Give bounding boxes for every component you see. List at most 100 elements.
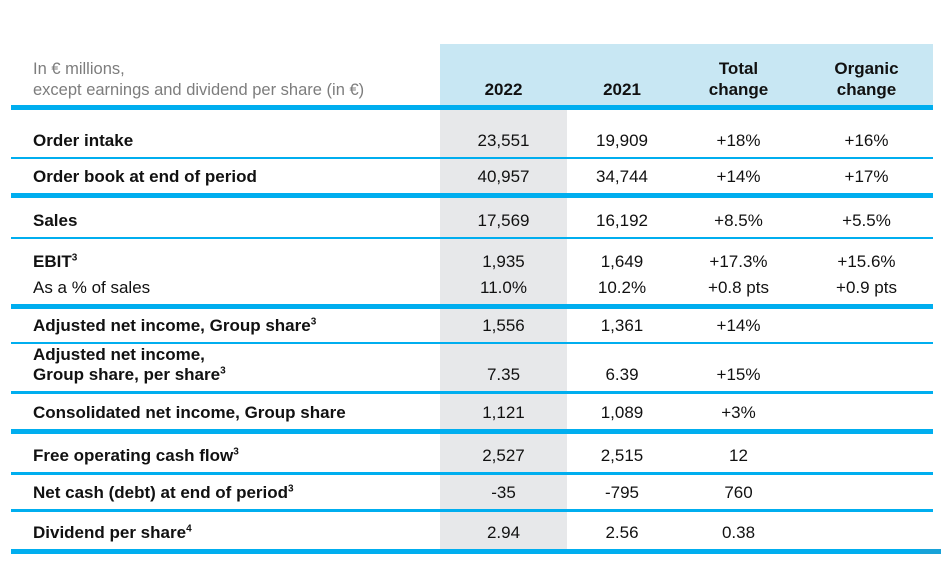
value-organic-change	[800, 309, 933, 342]
row-label: Dividend per share4	[11, 512, 440, 549]
table-row-dividend-per-share: Dividend per share4 2.94 2.56 0.38	[11, 512, 933, 554]
value-total-change: +14%	[716, 167, 761, 186]
table-row-order-intake: Order intake 23,551 19,909 +18% +16%	[11, 110, 933, 159]
row-label-text: Free operating cash flow	[33, 446, 234, 465]
value-total-change: +0.8 pts	[708, 278, 769, 297]
footnote-marker: 4	[186, 523, 192, 535]
value-2021: 1,089	[600, 403, 644, 422]
value-2022: 17,569	[440, 198, 567, 237]
table-row-adjusted-net-income: Adjusted net income, Group share3 1,556 …	[11, 309, 933, 344]
table-row-consolidated-net-income: Consolidated net income, Group share 1,1…	[11, 394, 933, 434]
value-organic-change: +17%	[844, 167, 889, 186]
table-header-row: In € millions, except earnings and divid…	[11, 44, 933, 110]
value-total-change: 12	[729, 446, 748, 465]
value-2022: 7.35	[440, 344, 567, 391]
value-2021: 1,361	[600, 316, 644, 335]
value-total-change: 0.38	[721, 523, 756, 542]
value-organic-change: +0.9 pts	[836, 278, 897, 297]
table-row-percent-of-sales: As a % of sales 11.0% 10.2% +0.8 pts +0.…	[11, 278, 933, 309]
row-label-text: Adjusted net income, Group share	[33, 316, 311, 335]
value-2021: 10.2%	[597, 278, 647, 297]
column-header-top: Total	[718, 59, 759, 78]
value-total-change: 760	[724, 483, 753, 502]
row-label-text: Sales	[33, 211, 78, 230]
row-label-text: Order book at end of period	[33, 167, 257, 186]
footnote-marker: 3	[288, 483, 294, 495]
value-organic-change	[800, 394, 933, 429]
value-2021: -795	[604, 483, 640, 502]
value-2022: 2,527	[440, 434, 567, 472]
row-label-text: Consolidated net income, Group share	[33, 403, 346, 422]
value-2021: 2.56	[605, 523, 639, 542]
value-2021: 6.39	[605, 365, 639, 384]
value-2022: 2.94	[440, 512, 567, 549]
row-label: Adjusted net income, Group share3	[11, 309, 440, 342]
footnote-marker: 3	[310, 316, 317, 328]
column-header-bottom: change	[836, 80, 897, 99]
value-2021: 1,649	[600, 252, 644, 271]
row-label: Order intake	[11, 110, 440, 157]
row-label: EBIT3	[11, 239, 440, 278]
table-row-order-book: Order book at end of period 40,957 34,74…	[11, 159, 933, 198]
value-organic-change: +15.6%	[837, 252, 896, 271]
value-2021: 16,192	[596, 211, 648, 230]
column-header-top: Organic	[834, 59, 899, 78]
bottom-rule-right-cap	[920, 549, 941, 554]
row-label: Order book at end of period	[11, 159, 440, 193]
row-label: Net cash (debt) at end of period3	[11, 475, 440, 509]
row-label-text: Net cash (debt) at end of period	[33, 483, 289, 502]
row-label: Sales	[11, 198, 440, 237]
column-header-bottom: 2022	[484, 80, 523, 99]
footnote-marker: 3	[71, 252, 78, 264]
row-label: As a % of sales	[11, 278, 440, 304]
value-organic-change: +16%	[844, 131, 889, 150]
value-2021: 34,744	[596, 167, 648, 186]
value-total-change: +14%	[716, 316, 761, 335]
value-2022: 1,121	[440, 394, 567, 429]
row-label: Consolidated net income, Group share	[11, 394, 440, 429]
value-total-change: +17.3%	[709, 252, 768, 271]
value-2022: 1,556	[440, 309, 567, 342]
value-2022: 11.0%	[440, 278, 567, 304]
column-header-organic-change: Organic change	[800, 44, 933, 105]
value-organic-change	[800, 475, 933, 509]
value-2021: 2,515	[600, 446, 644, 465]
row-label-text: Dividend per share	[33, 523, 187, 542]
footnote-marker: 3	[220, 365, 226, 377]
row-label-text: As a % of sales	[33, 278, 151, 297]
value-total-change: +8.5%	[714, 211, 763, 230]
table-row-free-operating-cash-flow: Free operating cash flow3 2,527 2,515 12	[11, 434, 933, 475]
table-row-net-cash: Net cash (debt) at end of period3 -35 -7…	[11, 475, 933, 512]
column-header-bottom: change	[708, 80, 769, 99]
value-2021: 19,909	[596, 131, 648, 150]
column-header-total-change: Total change	[677, 44, 800, 105]
row-label-text: Order intake	[33, 131, 134, 150]
value-organic-change	[800, 512, 933, 549]
table-row-sales: Sales 17,569 16,192 +8.5% +5.5%	[11, 198, 933, 239]
column-header-2022: 2022	[440, 44, 567, 105]
row-label-text: Group share, per share	[33, 365, 221, 384]
unit-note-line2: except earnings and dividend per share (…	[33, 81, 365, 99]
table-unit-note: In € millions, except earnings and divid…	[11, 44, 440, 105]
financial-highlights-table: In € millions, except earnings and divid…	[11, 44, 933, 554]
value-2022: 40,957	[440, 159, 567, 193]
value-2022: -35	[440, 475, 567, 509]
value-2022: 1,935	[440, 239, 567, 278]
value-organic-change	[800, 434, 933, 472]
footnote-marker: 3	[233, 446, 239, 458]
value-total-change: +15%	[716, 365, 761, 384]
column-header-bottom: 2021	[603, 80, 641, 99]
value-total-change: +18%	[716, 131, 761, 150]
table-row-ebit: EBIT3 1,935 1,649 +17.3% +15.6%	[11, 239, 933, 278]
value-2022: 23,551	[440, 110, 567, 157]
value-organic-change: +5.5%	[842, 211, 891, 230]
unit-note-line1: In € millions,	[33, 60, 125, 78]
value-organic-change	[800, 344, 933, 391]
row-label-text: Adjusted net income,	[33, 345, 205, 364]
row-label-text: EBIT	[33, 252, 72, 271]
value-total-change: +3%	[721, 403, 756, 422]
row-label: Free operating cash flow3	[11, 434, 440, 472]
table-row-adjusted-net-income-per-share: Adjusted net income, Group share, per sh…	[11, 344, 933, 394]
column-header-2021: 2021	[567, 44, 677, 105]
